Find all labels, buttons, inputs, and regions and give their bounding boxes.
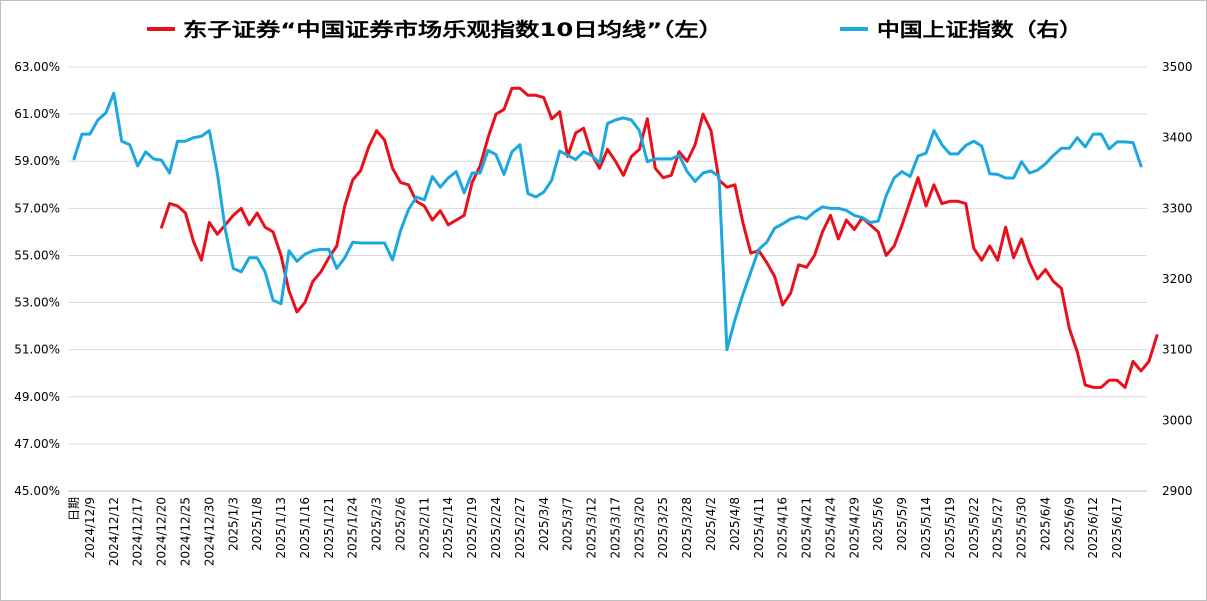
x-tick-label: 2025/4/2	[704, 497, 718, 551]
x-tick-label: 2025/3/28	[680, 497, 694, 559]
left-tick-label: 63.00%	[14, 60, 60, 74]
x-tick-label: 2025/3/25	[656, 497, 670, 559]
x-tick-label: 2025/5/27	[991, 497, 1005, 559]
x-tick-label: 2025/3/12	[585, 497, 599, 559]
x-tick-label: 2025/6/12	[1086, 497, 1100, 559]
legend-label-right-series: 中国上证指数（右）	[877, 18, 1082, 41]
x-tick-label: 2025/2/27	[513, 497, 527, 559]
right-tick-label: 3000	[1162, 413, 1193, 427]
x-tick-label: 2024/12/17	[131, 497, 145, 566]
x-tick-label: 2025/2/19	[465, 497, 479, 559]
series-lines	[72, 86, 1159, 389]
x-tick-label: 2025/3/7	[561, 497, 575, 551]
right-tick-label: 3500	[1162, 60, 1193, 74]
x-tick-label: 2025/1/21	[322, 497, 336, 559]
x-tick-label: 2025/5/19	[943, 497, 957, 559]
x-tick-label: 2025/2/3	[370, 497, 384, 551]
left-tick-label: 55.00%	[14, 248, 60, 262]
x-tick-label: 2025/6/9	[1062, 497, 1076, 551]
x-tick-label: 2024/12/9	[83, 497, 97, 559]
x-tick-label: 2025/3/17	[608, 497, 622, 559]
right-tick-label: 3100	[1162, 343, 1193, 357]
left-tick-label: 45.00%	[14, 484, 60, 498]
x-tick-label: 2025/3/20	[632, 497, 646, 559]
x-tick-label: 2024/12/30	[202, 497, 216, 566]
x-tick-label: 2025/4/24	[823, 497, 837, 559]
x-tick-label: 2025/5/22	[967, 497, 981, 559]
x-tick-label: 2025/4/29	[847, 497, 861, 559]
x-tick-label: 2025/6/17	[1110, 497, 1124, 559]
x-axis-ticks: 日期 2024/12/9 2024/12/12 2024/12/17 2024/12/2…	[67, 497, 1124, 566]
right-tick-label: 3200	[1162, 272, 1193, 286]
x-tick-label: 2025/3/4	[537, 497, 551, 551]
x-tick-label: 2025/6/4	[1038, 497, 1052, 551]
x-tick-label: 2025/4/8	[728, 497, 742, 551]
right-tick-label: 3400	[1162, 131, 1193, 145]
legend: 东子证券“中国证券市场乐观指数10日均线”（左） 中国上证指数（右）	[147, 18, 1082, 41]
x-tick-label: 2024/12/25	[178, 497, 192, 566]
x-tick-label: 2025/4/16	[776, 497, 790, 559]
x-tick-label: 2025/1/13	[274, 497, 288, 559]
x-tick-label: 日期	[67, 497, 81, 521]
series-line-shanghai-index	[72, 91, 1143, 352]
x-tick-label: 2025/2/11	[417, 497, 431, 559]
gridlines	[68, 66, 1147, 445]
right-axis-ticks: 2900 3000 3100 3200 3300 3400 3500	[1162, 60, 1193, 498]
right-tick-label: 3300	[1162, 201, 1193, 215]
x-tick-label: 2025/4/21	[800, 497, 814, 559]
left-tick-label: 61.00%	[14, 107, 60, 121]
x-tick-label: 2025/1/24	[346, 497, 360, 559]
x-tick-label: 2025/5/14	[919, 497, 933, 559]
x-tick-label: 2025/1/8	[250, 497, 264, 551]
left-tick-label: 53.00%	[14, 296, 60, 310]
legend-label-left-series: 东子证券“中国证券市场乐观指数10日均线”（左）	[183, 18, 723, 41]
x-tick-label: 2025/2/6	[393, 497, 407, 551]
x-tick-label: 2025/4/11	[752, 497, 766, 559]
x-tick-label: 2024/12/12	[107, 497, 121, 566]
series-line-optimism-index	[160, 86, 1159, 389]
x-tick-label: 2025/5/6	[871, 497, 885, 551]
x-tick-label: 2024/12/20	[155, 497, 169, 566]
x-tick-label: 2025/1/3	[226, 497, 240, 551]
right-tick-label: 2900	[1162, 484, 1193, 498]
left-axis-ticks: 45.00% 47.00% 49.00% 51.00% 53.00% 55.00% 57.0…	[14, 60, 60, 498]
x-tick-label: 2025/1/16	[298, 497, 312, 559]
left-tick-label: 49.00%	[14, 390, 60, 404]
x-tick-label: 2025/2/14	[441, 497, 455, 559]
x-tick-label: 2025/2/24	[489, 497, 503, 559]
left-tick-label: 47.00%	[14, 437, 60, 451]
left-tick-label: 59.00%	[14, 154, 60, 168]
x-tick-label: 2025/5/30	[1015, 497, 1029, 559]
x-tick-label: 2025/5/9	[895, 497, 909, 551]
left-tick-label: 57.00%	[14, 201, 60, 215]
left-tick-label: 51.00%	[14, 343, 60, 357]
